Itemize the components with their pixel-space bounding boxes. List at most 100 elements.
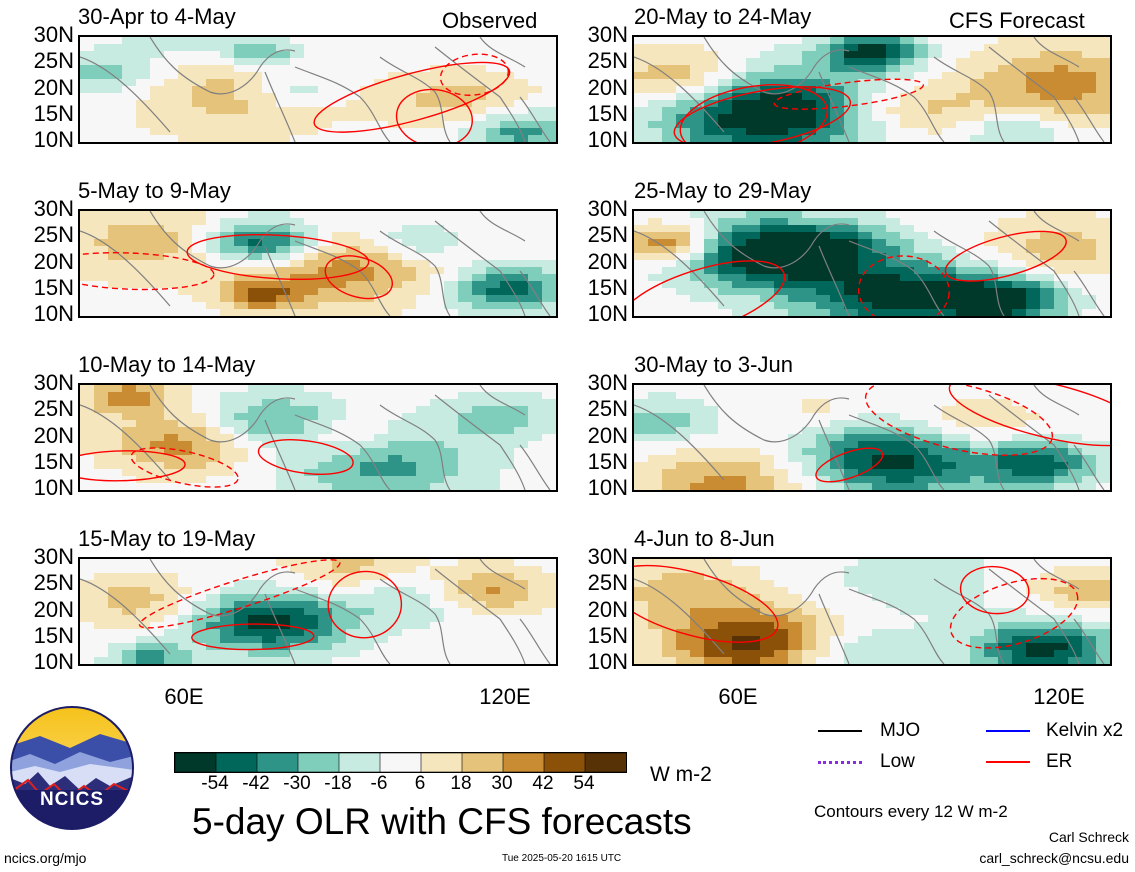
olr-cell: [262, 573, 277, 581]
olr-cell: [690, 462, 705, 470]
olr-cell: [430, 559, 445, 567]
colorbar-tick-label: -54: [201, 773, 229, 794]
olr-cell: [108, 448, 123, 456]
olr-cell: [178, 58, 193, 66]
olr-cell: [80, 253, 95, 261]
olr-cell: [760, 399, 775, 407]
olr-cell: [346, 58, 361, 66]
olr-cell: [486, 399, 501, 407]
olr-cell: [746, 232, 761, 240]
olr-cell: [416, 100, 431, 108]
olr-cell: [528, 413, 543, 421]
olr-cell: [1096, 135, 1110, 142]
olr-cell: [1096, 58, 1110, 66]
olr-cell: [500, 302, 515, 310]
olr-cell: [802, 232, 817, 240]
olr-cell: [416, 636, 431, 644]
olr-cell: [1054, 211, 1069, 219]
olr-cell: [346, 392, 361, 400]
olr-cell: [788, 51, 803, 59]
olr-cell: [248, 441, 263, 449]
olr-cell: [388, 420, 403, 428]
olr-cell: [788, 566, 803, 574]
olr-cell: [360, 302, 375, 310]
olr-cell: [662, 413, 677, 421]
olr-cell: [746, 385, 761, 393]
olr-cell: [304, 392, 319, 400]
olr-cell: [276, 309, 291, 316]
olr-cell: [276, 573, 291, 581]
olr-cell: [802, 281, 817, 289]
olr-cell: [788, 246, 803, 254]
olr-cell: [444, 427, 459, 435]
olr-cell: [206, 253, 221, 261]
olr-cell: [346, 434, 361, 442]
olr-cell: [648, 643, 663, 651]
olr-cell: [1040, 225, 1055, 233]
olr-cell: [178, 246, 193, 254]
olr-cell: [542, 594, 556, 602]
olr-cell: [122, 260, 137, 268]
olr-cell: [1054, 260, 1069, 268]
olr-cell: [332, 594, 347, 602]
olr-cell: [928, 622, 943, 630]
olr-cell: [844, 455, 859, 463]
olr-cell: [346, 608, 361, 616]
olr-cell: [276, 100, 291, 108]
olr-cell: [262, 629, 277, 637]
olr-cell: [192, 288, 207, 296]
olr-cell: [416, 135, 431, 142]
olr-cell: [514, 288, 529, 296]
olr-cell: [276, 483, 291, 490]
olr-cell: [94, 399, 109, 407]
olr-cell: [1082, 476, 1097, 484]
olr-cell: [206, 302, 221, 310]
olr-cell: [704, 427, 719, 435]
olr-cell: [858, 420, 873, 428]
olr-cell: [80, 594, 95, 602]
olr-cell: [648, 650, 663, 658]
olr-cell: [1082, 573, 1097, 581]
olr-cell: [774, 622, 789, 630]
olr-cell: [192, 608, 207, 616]
olr-cell: [458, 295, 473, 303]
olr-cell: [388, 483, 403, 490]
olr-cell: [248, 51, 263, 59]
olr-cell: [1054, 399, 1069, 407]
olr-cell: [1068, 399, 1083, 407]
olr-cell: [914, 636, 929, 644]
olr-cell: [1040, 218, 1055, 226]
olr-cell: [1012, 413, 1027, 421]
olr-cell: [80, 246, 95, 254]
olr-cell: [332, 114, 347, 122]
olr-cell: [262, 239, 277, 247]
olr-cell: [998, 288, 1013, 296]
olr-cell: [914, 51, 929, 59]
olr-cell: [458, 476, 473, 484]
olr-cell: [676, 427, 691, 435]
olr-cell: [816, 455, 831, 463]
olr-cell: [318, 232, 333, 240]
olr-cell: [802, 72, 817, 80]
olr-cell: [416, 615, 431, 623]
olr-cell: [704, 135, 719, 142]
olr-cell: [1096, 128, 1110, 136]
olr-cell: [690, 385, 705, 393]
olr-cell: [844, 51, 859, 59]
olr-cell: [500, 246, 515, 254]
olr-cell: [872, 406, 887, 414]
olr-cell: [830, 657, 845, 664]
olr-cell: [942, 622, 957, 630]
olr-cell: [402, 434, 417, 442]
olr-cell: [430, 580, 445, 588]
olr-cell: [872, 629, 887, 637]
olr-cell: [956, 302, 971, 310]
olr-cell: [844, 79, 859, 87]
olr-cell: [402, 643, 417, 651]
olr-cell: [802, 392, 817, 400]
olr-cell: [178, 427, 193, 435]
olr-cell: [634, 587, 649, 595]
olr-cell: [900, 107, 915, 115]
olr-cell: [332, 58, 347, 66]
olr-cell: [444, 420, 459, 428]
